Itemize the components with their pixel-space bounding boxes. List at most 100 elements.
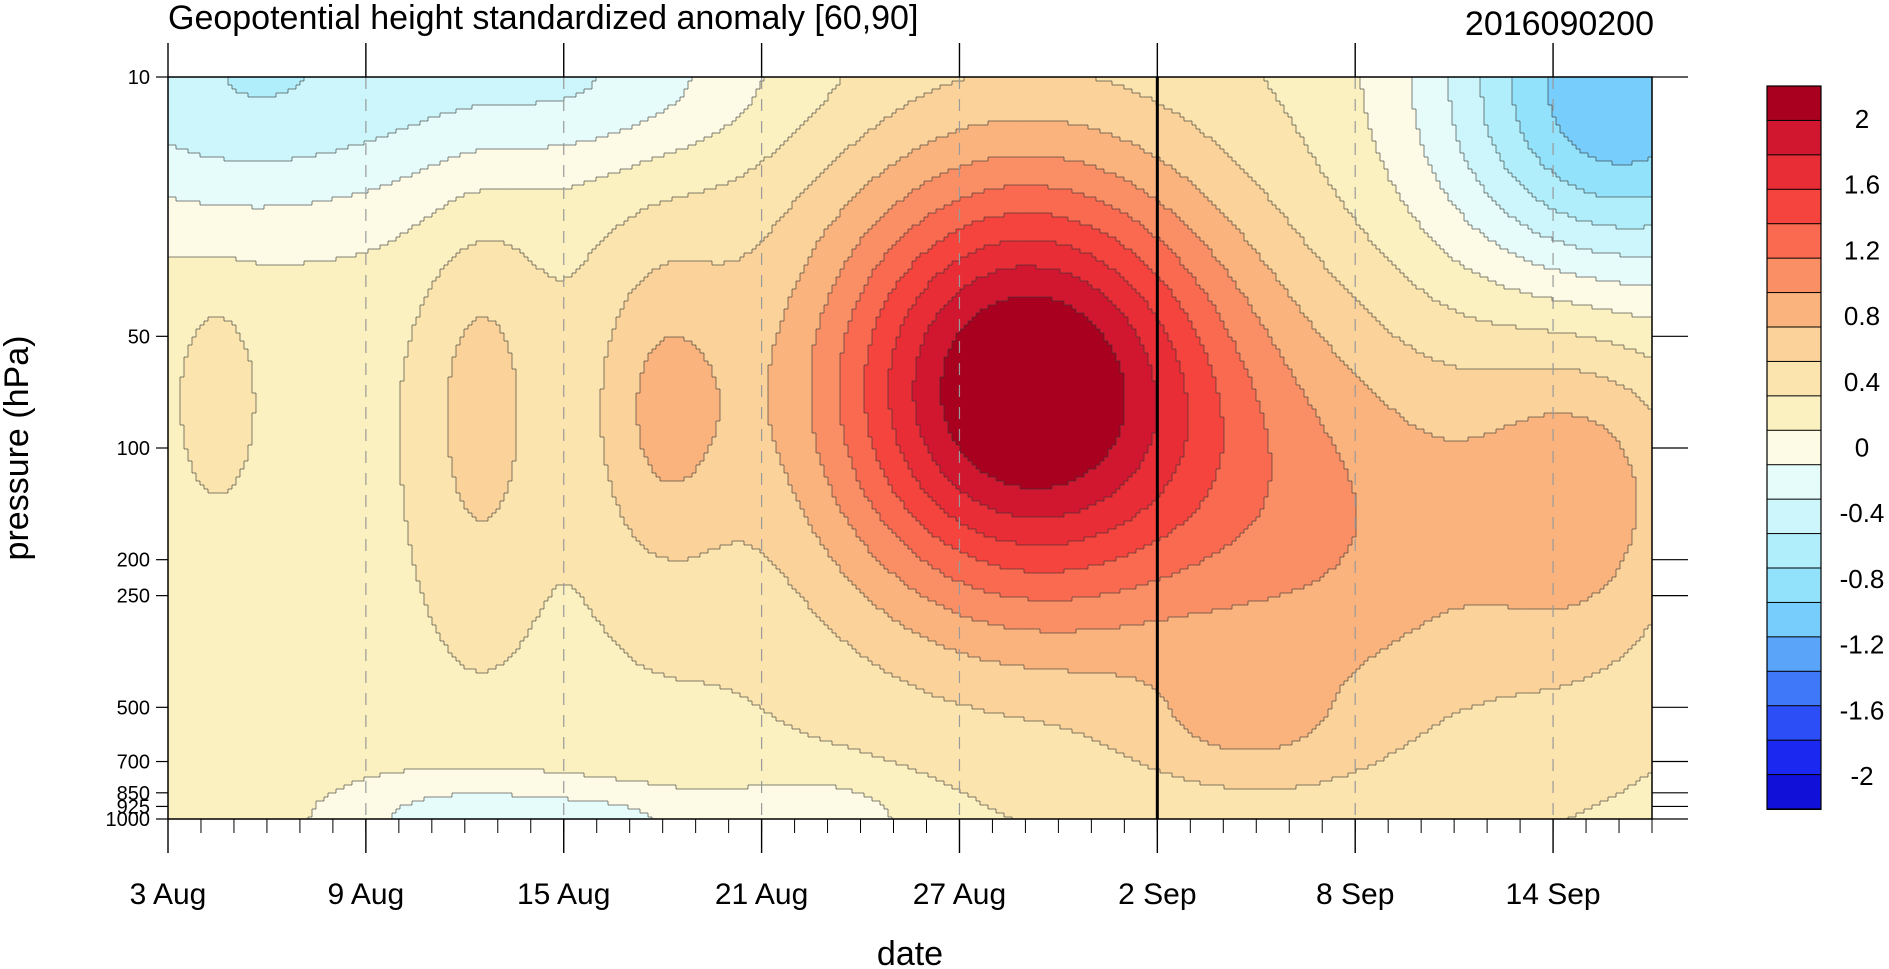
contour-cell xyxy=(916,685,1153,690)
contour-cell xyxy=(1304,141,1377,146)
contour-cell xyxy=(404,377,449,382)
contour-cell xyxy=(332,197,457,202)
contour-cell xyxy=(884,757,1133,762)
contour-cell xyxy=(800,501,837,506)
contour-cell xyxy=(996,509,1081,514)
contour-cell xyxy=(368,189,481,194)
contour-cell xyxy=(1184,445,1225,450)
contour-cell xyxy=(252,417,401,422)
contour-cell xyxy=(1124,245,1169,250)
contour-cell xyxy=(1172,713,1329,718)
contour-cell xyxy=(824,233,865,238)
contour-cell xyxy=(1604,425,1653,430)
contour-cell xyxy=(616,325,781,330)
contour-cell xyxy=(1616,793,1653,798)
contour-cell xyxy=(400,461,453,466)
contour-cell xyxy=(1072,597,1269,602)
contour-cell xyxy=(456,481,509,486)
contour-cell xyxy=(1164,697,1337,702)
contour-cell xyxy=(1404,633,1645,638)
contour-cell xyxy=(804,509,841,514)
contour-cell xyxy=(900,621,989,626)
contour-cell xyxy=(788,581,853,586)
contour-cell xyxy=(252,381,401,386)
contour-cell xyxy=(740,693,933,698)
contour-cell xyxy=(816,333,845,338)
contour-cell xyxy=(812,429,845,434)
contour-cell xyxy=(168,433,185,438)
contour-cell xyxy=(828,481,861,486)
contour-cell xyxy=(1624,385,1653,390)
contour-cell xyxy=(912,513,949,518)
contour-cell xyxy=(1240,533,1357,538)
contour-cell xyxy=(888,297,917,302)
contour-cell xyxy=(956,485,1021,490)
contour-cell xyxy=(864,405,889,410)
contour-cell xyxy=(948,233,1109,238)
contour-cell xyxy=(1156,413,1189,418)
contour-cell xyxy=(900,333,925,338)
contour-cell xyxy=(452,257,529,262)
contour-cell xyxy=(908,193,973,198)
contour-cell xyxy=(168,669,477,674)
contour-cell xyxy=(1200,189,1265,194)
contour-cell xyxy=(608,473,657,478)
contour-cell xyxy=(1464,217,1517,222)
contour-cell xyxy=(168,705,761,710)
contour-cell xyxy=(720,401,769,406)
contour-cell xyxy=(1212,201,1273,206)
contour-cell xyxy=(1124,421,1157,426)
contour-cell xyxy=(812,385,841,390)
contour-cell xyxy=(1304,241,1373,246)
contour-cell xyxy=(1296,129,1373,134)
contour-cell xyxy=(796,493,833,498)
contour-cell xyxy=(960,329,1101,334)
contour-cell xyxy=(1424,149,1461,154)
contour-cell xyxy=(948,477,997,482)
contour-cell xyxy=(812,389,841,394)
contour-cell xyxy=(1208,293,1245,298)
contour-cell xyxy=(840,505,873,510)
contour-cell xyxy=(184,425,253,430)
contour-cell xyxy=(1064,301,1113,306)
contour-cell xyxy=(1428,233,1485,238)
contour-cell xyxy=(1332,185,1397,190)
contour-cell xyxy=(1152,377,1185,382)
contour-cell xyxy=(980,309,1077,314)
contour-cell xyxy=(1524,133,1565,138)
contour-cell xyxy=(928,141,1133,146)
contour-cell xyxy=(812,413,841,418)
contour-cell xyxy=(1312,729,1429,734)
contour-cell xyxy=(776,333,817,338)
contour-cell xyxy=(440,633,529,638)
contour-cell xyxy=(1016,265,1037,270)
contour-cell xyxy=(396,809,641,814)
contour-cell xyxy=(1172,293,1209,298)
contour-cell xyxy=(1636,513,1653,518)
contour-cell xyxy=(1320,169,1389,174)
contour-cell xyxy=(1308,397,1381,402)
contour-cell xyxy=(600,397,637,402)
contour-cell xyxy=(960,289,1101,294)
contour-cell xyxy=(1340,689,1541,694)
contour-cell xyxy=(772,229,825,234)
contour-cell xyxy=(252,365,405,370)
contour-cell xyxy=(460,497,505,502)
contour-cell xyxy=(240,473,401,478)
contour-cell xyxy=(508,657,633,662)
contour-cell xyxy=(416,573,785,578)
contour-cell xyxy=(176,197,333,202)
contour-cell xyxy=(604,453,645,458)
contour-cell xyxy=(248,453,401,458)
contour-cell xyxy=(1220,457,1273,462)
contour-cell xyxy=(1168,333,1197,338)
contour-cell xyxy=(864,133,949,138)
contour-cell xyxy=(1172,709,1329,714)
contour-cell xyxy=(860,241,897,246)
contour-cell xyxy=(852,317,877,322)
contour-cell xyxy=(948,169,1105,174)
contour-cell xyxy=(984,217,1069,222)
contour-cell xyxy=(644,361,709,366)
contour-cell xyxy=(168,673,665,678)
contour-cell xyxy=(876,453,905,458)
